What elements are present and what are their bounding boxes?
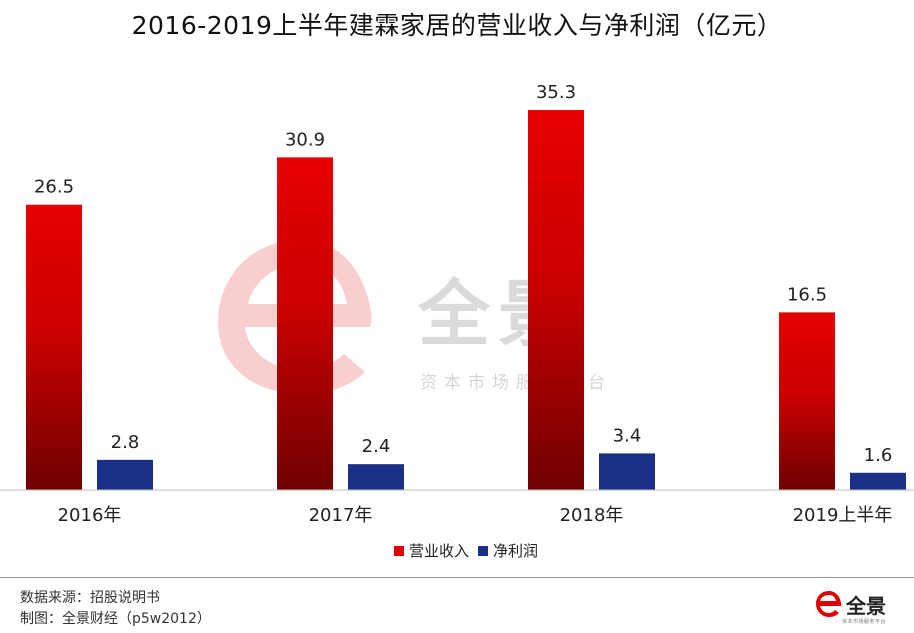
value-label-profit-1: 2.4: [362, 436, 391, 457]
footer-divider: [0, 577, 914, 578]
bar-profit-1: [348, 464, 404, 490]
bar-revenue-0: [26, 204, 82, 490]
bar-profit-2: [599, 453, 655, 490]
legend-label-profit: 净利润: [493, 542, 538, 560]
bar-revenue-1: [277, 157, 333, 491]
bar-revenue-2: [528, 110, 584, 490]
value-label-revenue-2: 35.3: [536, 82, 576, 103]
value-label-revenue-1: 30.9: [285, 129, 325, 150]
chart-title: 2016-2019上半年建霖家居的营业收入与净利润（亿元）: [131, 11, 783, 40]
category-label-2: 2018年: [560, 505, 624, 526]
legend-label-revenue: 营业收入: [409, 542, 469, 560]
category-label-0: 2016年: [58, 505, 122, 526]
bar-profit-3: [850, 472, 906, 490]
footer-source: 数据来源：招股说明书: [20, 590, 160, 606]
value-label-revenue-3: 16.5: [787, 284, 827, 305]
category-label-1: 2017年: [309, 505, 373, 526]
footer-author: 制图：全景财经（p5w2012）: [20, 611, 211, 627]
bar-revenue-3: [779, 312, 835, 490]
brand-logo-text: 全景: [846, 593, 886, 618]
brand-logo: 全景: [814, 589, 886, 619]
value-label-profit-0: 2.8: [111, 432, 140, 453]
value-label-revenue-0: 26.5: [34, 177, 74, 198]
bars-layer: [26, 110, 906, 491]
legend: 营业收入 净利润: [394, 542, 538, 560]
value-label-profit-3: 1.6: [864, 445, 893, 466]
legend-swatch-profit: [478, 546, 488, 556]
brand-logo-icon: [816, 591, 841, 617]
labels-layer: 26.5 2.8 2016年 30.9 2.4 2017年 35.3 3.4 2018年 16.5…: [34, 82, 892, 526]
value-label-profit-2: 3.4: [613, 425, 642, 446]
brand-logo-tagline: 资本市场服务平台: [841, 619, 886, 625]
legend-swatch-revenue: [394, 546, 404, 556]
bar-profit-0: [97, 459, 153, 490]
category-label-3: 2019上半年: [793, 505, 893, 526]
